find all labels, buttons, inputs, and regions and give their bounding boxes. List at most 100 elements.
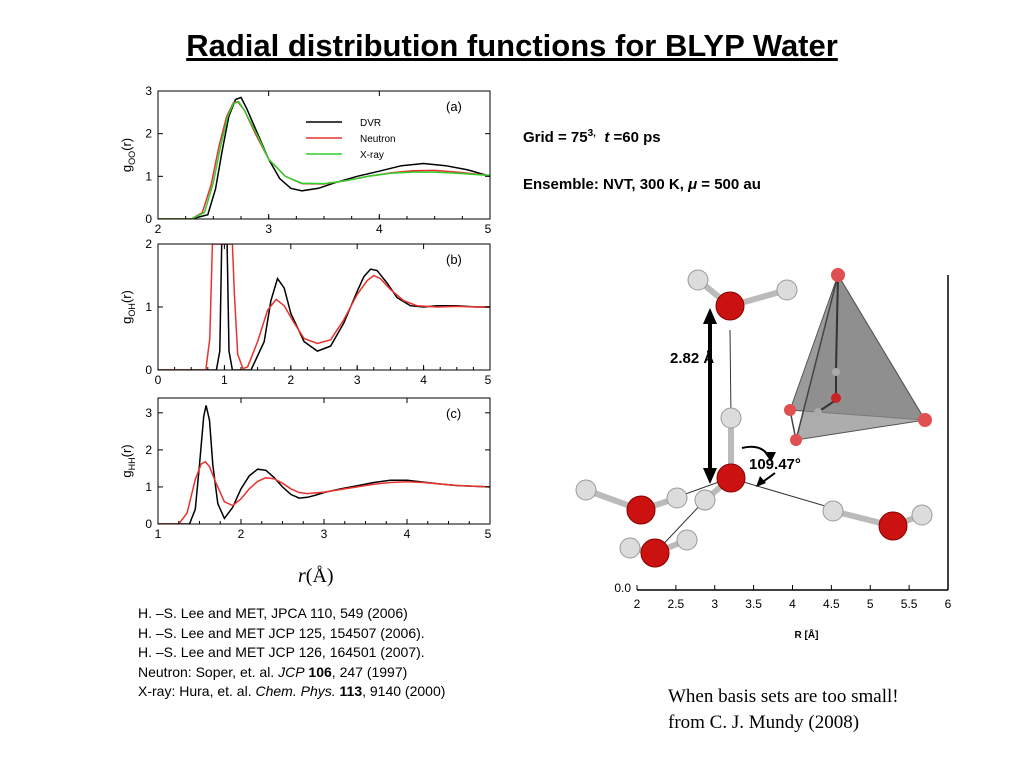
- x-tick-label: 0: [155, 373, 162, 387]
- tetra-vertex-atom: [790, 434, 802, 446]
- r-axis-tick-label: 4.5: [823, 597, 840, 611]
- r-axis-y-tick-label: 0.0: [614, 581, 631, 595]
- x-tick-label: 2: [287, 373, 294, 387]
- x-tick-label: 2: [238, 527, 245, 541]
- y-axis-label-base: g: [119, 317, 134, 324]
- references: H. –S. Lee and MET, JPCA 110, 549 (2006)…: [138, 604, 445, 702]
- panel-a-goo: 2 3 4 5 0 1 2 3 (a) gOO(r) DVR Neutron X-ray: [119, 84, 492, 236]
- y-axis-label-subscript: OO: [127, 151, 137, 165]
- ref5-journal: Chem. Phys.: [255, 683, 336, 699]
- reference-2: H. –S. Lee and MET JCP 125, 154507 (2006…: [138, 624, 425, 641]
- panel-label: (b): [446, 252, 462, 267]
- grid-prefix: Grid = 75: [523, 129, 588, 146]
- grid-exponent: 3,: [587, 128, 596, 139]
- ref4-volume: 106: [304, 663, 332, 680]
- y-axis-label-base: g: [119, 470, 134, 477]
- y-tick-label: 3: [145, 406, 152, 420]
- y-tick-label: 2: [145, 443, 152, 457]
- panel-b-goh: 0 1 2 3 4 5 0 1 2 (b) gOH(r): [119, 237, 492, 387]
- y-tick-label: 0: [145, 517, 152, 531]
- series-line-neutron: [158, 244, 490, 370]
- tetra-inner-atom: [814, 408, 822, 416]
- series-line-dvr: [158, 96, 490, 219]
- y-axis-label-subscript: HH: [127, 457, 137, 470]
- ref4-pages: , 247 (1997): [331, 663, 408, 680]
- y-axis-label: gOO(r): [119, 138, 137, 172]
- x-tick-label: 3: [354, 373, 361, 387]
- y-tick-label: 0: [145, 212, 152, 226]
- hydrogen-atom: [575, 479, 597, 501]
- r-symbol: r: [298, 565, 306, 587]
- y-axis-label-rest: (r): [119, 138, 134, 151]
- oxygen-atom: [715, 291, 745, 321]
- y-tick-label: 2: [145, 127, 152, 141]
- tetrahedron-inner-bond: [835, 274, 839, 371]
- r-axis-tick-label: 2: [634, 597, 641, 611]
- x-tick-label: 2: [155, 222, 162, 236]
- hydrogen-atom: [911, 504, 933, 526]
- y-tick-label: 2: [145, 237, 152, 251]
- grid-info: Grid = 753, t =60 ps: [523, 128, 661, 146]
- hydrogen-atom: [720, 407, 742, 429]
- ref4-authors: Neutron: Soper, et. al.: [138, 663, 279, 680]
- y-axis-label: gHH(r): [119, 444, 137, 477]
- mu-symbol: μ: [688, 176, 698, 193]
- reference-4: Neutron: Soper, et. al. JCP 106, 247 (19…: [138, 663, 445, 683]
- x-tick-label: 5: [485, 373, 492, 387]
- series-line-dvr: [158, 244, 490, 370]
- slide-title: Radial distribution functions for BLYP W…: [186, 28, 838, 63]
- x-tick-label: 5: [485, 527, 492, 541]
- hydrogen-atom: [676, 529, 698, 551]
- time-symbol: t: [604, 129, 610, 146]
- ref5-volume: 113: [335, 683, 363, 699]
- hydrogen-atom: [822, 500, 844, 522]
- caption: When basis sets are too small! from C. J…: [668, 684, 899, 736]
- tetrahedron-edge: [795, 274, 839, 441]
- tetra-inner-atom: [832, 368, 840, 376]
- reference-3: H. –S. Lee and MET JCP 126, 164501 (2007…: [138, 644, 425, 660]
- r-axis-label: R [Å]: [795, 628, 819, 641]
- x-tick-label: 4: [404, 527, 411, 541]
- r-axis-tick-label: 6: [945, 597, 952, 611]
- caption-line-2: from C. J. Mundy (2008): [668, 712, 860, 733]
- x-tick-label: 4: [376, 222, 383, 236]
- x-tick-label: 1: [155, 527, 162, 541]
- r-axis-tick-label: 5: [867, 597, 874, 611]
- panel-label: (a): [446, 99, 462, 114]
- oxygen-atom: [640, 538, 670, 568]
- x-tick-label: 3: [321, 527, 328, 541]
- reference-1: H. –S. Lee and MET, JPCA 110, 549 (2006): [138, 605, 408, 621]
- y-axis-label-base: g: [119, 165, 134, 172]
- ensemble-prefix: Ensemble: NVT, 300 K,: [523, 176, 689, 193]
- legend-label: DVR: [360, 118, 381, 129]
- panel-label: (c): [446, 406, 461, 421]
- reference-5: X-ray: Hura, et. al. Chem. Phys. 113, 91…: [138, 682, 445, 702]
- r-axis-tick-label: 3.5: [745, 597, 762, 611]
- y-tick-label: 1: [145, 300, 152, 314]
- r-axis-tick-label: 2.5: [668, 597, 685, 611]
- distance-arrow-head-up: [703, 308, 717, 324]
- legend-label: Neutron: [360, 134, 396, 145]
- angle-label: 109.47°: [749, 456, 801, 473]
- y-axis-label-rest: (r): [119, 444, 134, 457]
- hydrogen-atom: [619, 537, 641, 559]
- y-axis-label-subscript: OH: [127, 303, 137, 317]
- hbond-line: [729, 329, 732, 419]
- oxygen-atom: [716, 463, 746, 493]
- y-tick-label: 1: [145, 480, 152, 494]
- series-line-xray: [158, 100, 490, 219]
- distance-label: 2.82 Å: [670, 350, 714, 367]
- legend-label: X-ray: [360, 150, 384, 161]
- x-tick-label: 1: [221, 373, 228, 387]
- oxygen-atom: [878, 511, 908, 541]
- r-axis-tick-label: 5.5: [901, 597, 918, 611]
- y-axis-label: gOH(r): [119, 290, 137, 324]
- angle-arc-arrow-head: [764, 452, 776, 462]
- hydrogen-atom: [776, 279, 798, 301]
- r-axis-tick-label: 4: [789, 597, 796, 611]
- tetra-inner-atom: [831, 393, 841, 403]
- ensemble-info: Ensemble: NVT, 300 K, μ = 500 au: [523, 176, 761, 193]
